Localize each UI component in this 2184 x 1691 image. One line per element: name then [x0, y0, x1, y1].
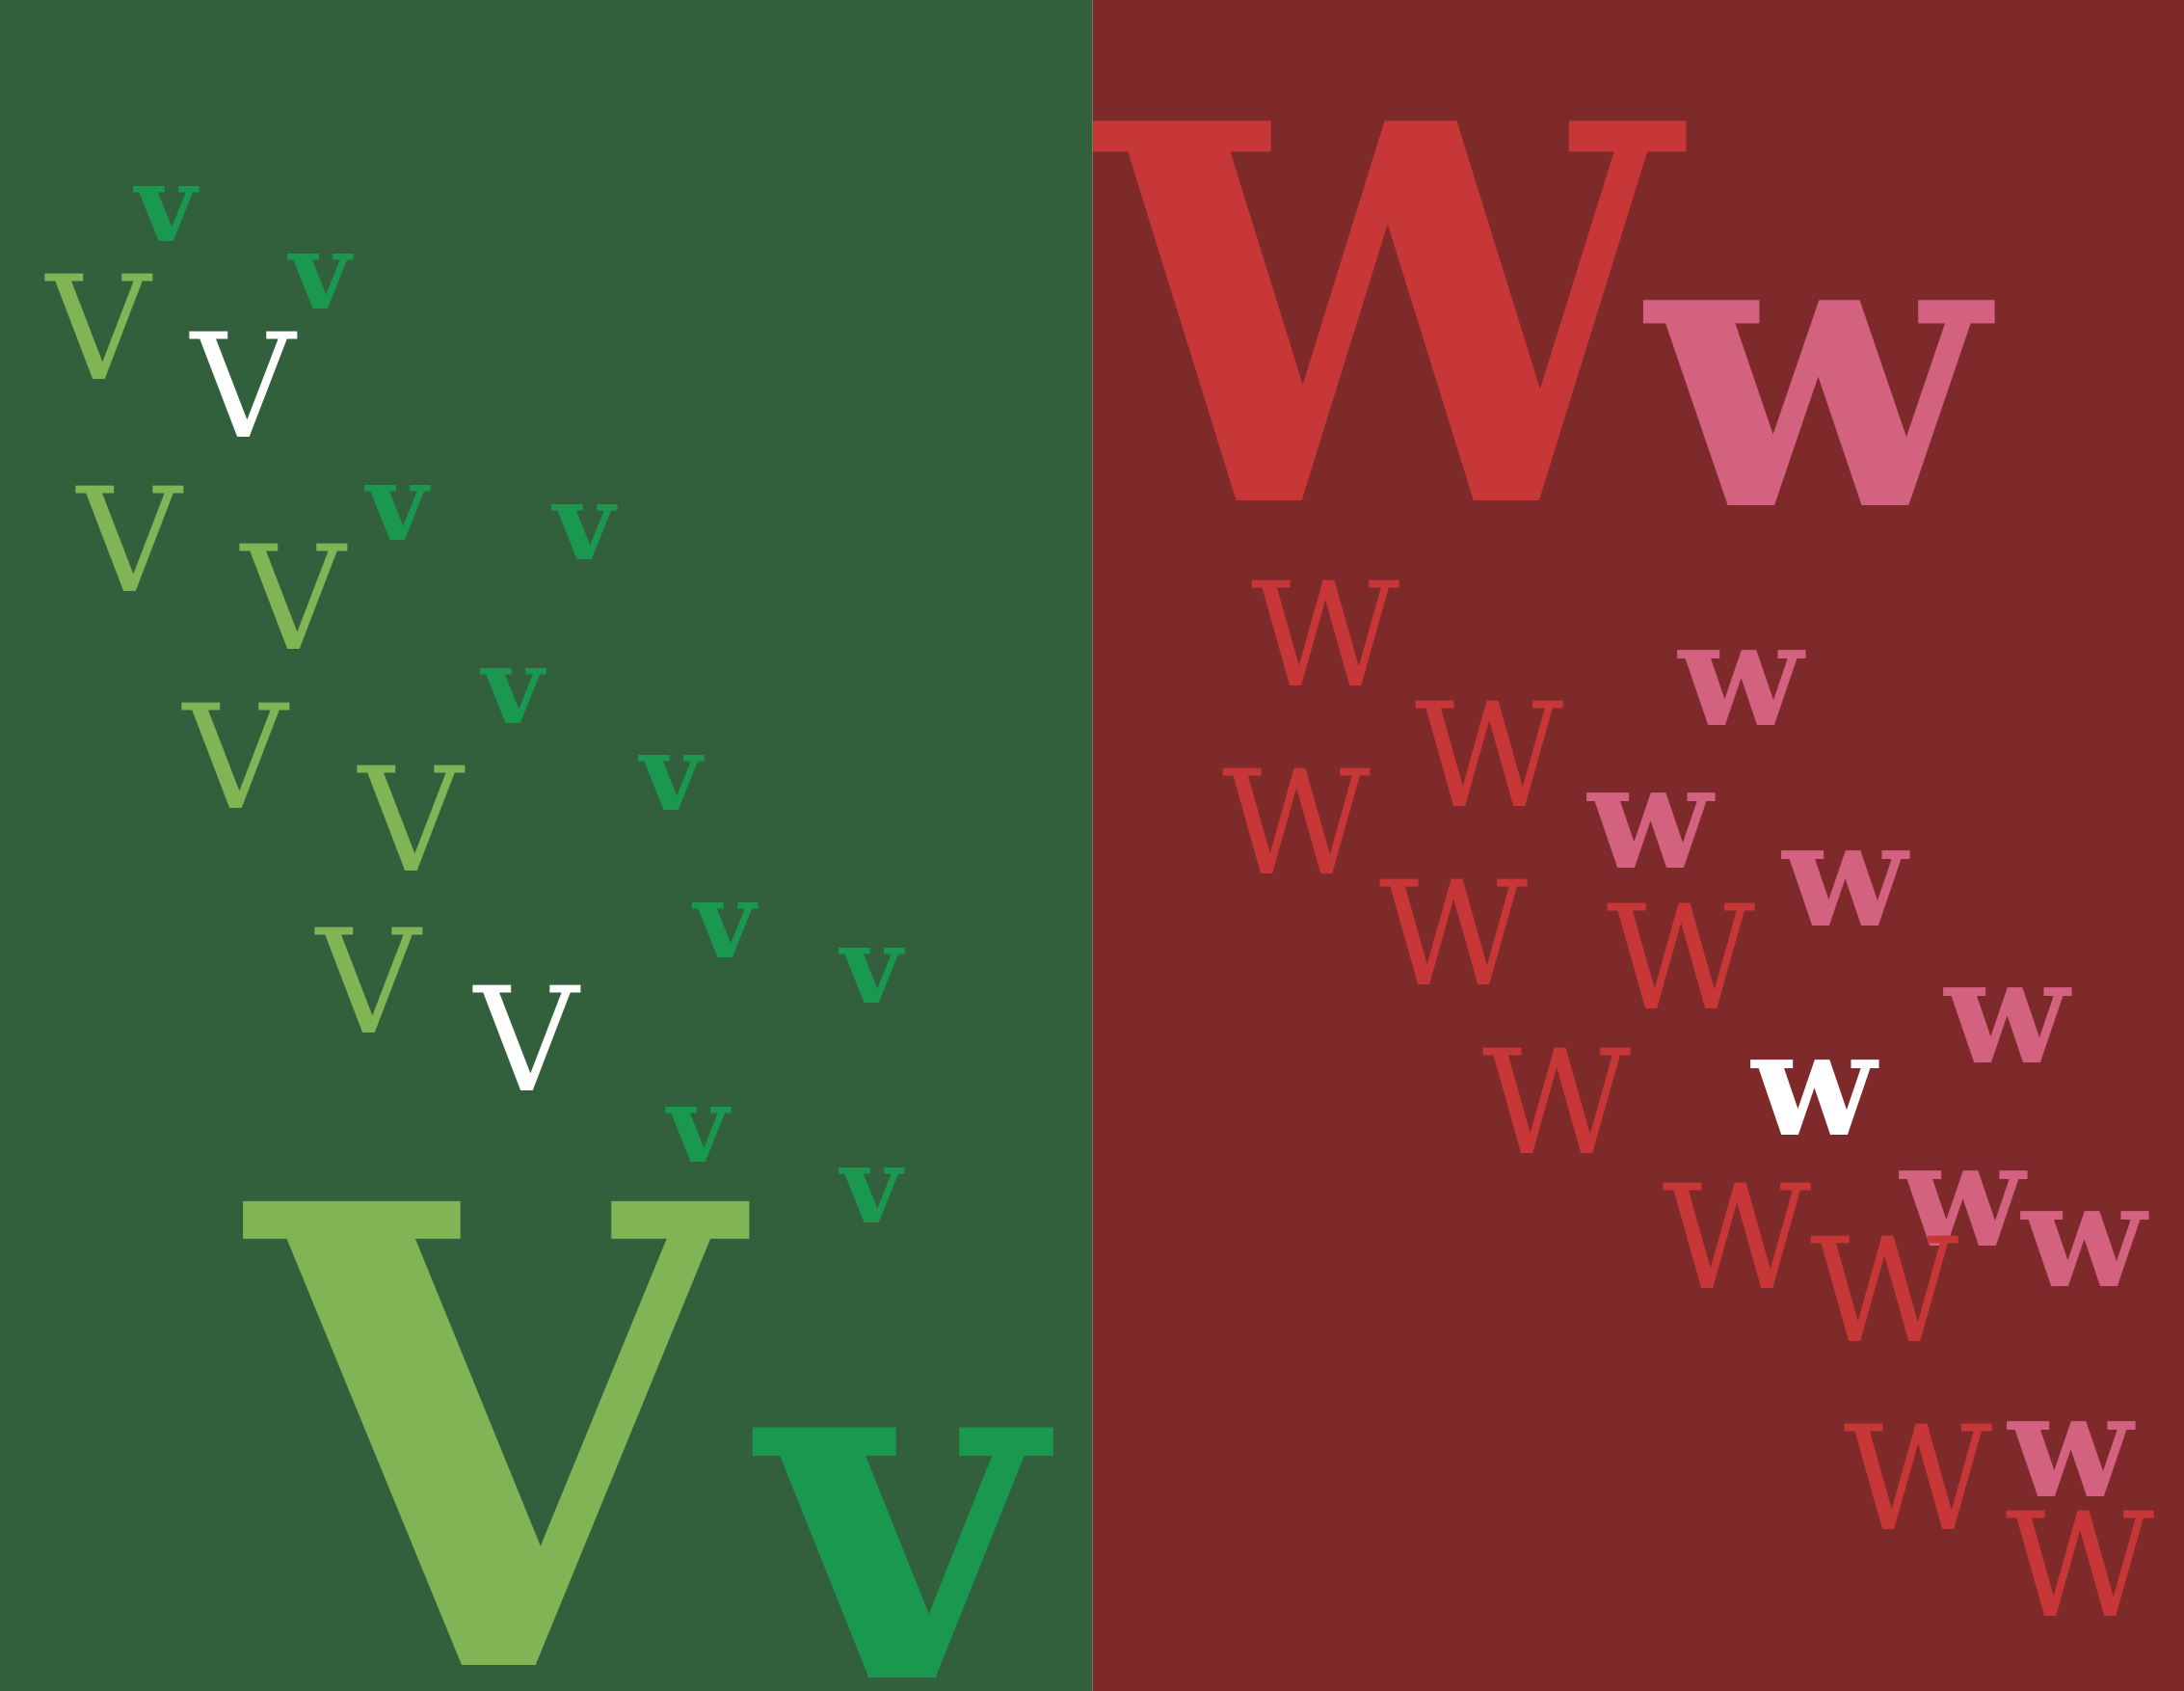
panel-divider: [1092, 0, 1093, 1691]
w-letter-15: W: [1809, 1208, 1959, 1376]
v-letter-12: v: [640, 711, 702, 835]
v-letter-18: v: [840, 1123, 902, 1248]
v-letter-9: v: [482, 624, 544, 748]
big-uppercase-w: W: [1095, 13, 1681, 624]
w-letter-16: w: [2008, 1361, 2133, 1531]
v-letter-14: v: [840, 903, 902, 1028]
w-letter-5: w: [1587, 733, 1713, 902]
w-letter-10: w: [1751, 1000, 1877, 1169]
v-letter-13: v: [694, 858, 756, 982]
w-letter-17: W: [1843, 1396, 1993, 1564]
w-letter-4: W: [1221, 740, 1372, 908]
v-letter-4: V: [190, 304, 296, 471]
v-letter-8: V: [240, 516, 346, 684]
w-letter-11: W: [1481, 1020, 1632, 1188]
w-letter-9: w: [1944, 927, 2069, 1097]
v-letter-1: v: [135, 142, 197, 266]
v-letter-10: V: [182, 675, 288, 843]
w-letter-18: W: [2005, 1483, 2155, 1651]
w-letter-3: W: [1414, 673, 1564, 841]
w-letter-7: W: [1378, 851, 1529, 1019]
v-letter-15: V: [315, 899, 421, 1067]
w-letter-14: W: [1662, 1155, 1812, 1323]
big-lowercase-v: v: [760, 1225, 1042, 1691]
v-letter-3: V: [45, 246, 151, 414]
w-letter-6: w: [1782, 791, 1907, 960]
w-letter-1: W: [1250, 552, 1400, 720]
w-letter-8: W: [1606, 875, 1756, 1043]
big-lowercase-w: w: [1646, 134, 1987, 599]
v-letter-16: V: [473, 957, 579, 1125]
v-letter-11: V: [358, 738, 464, 905]
v-letter-5: V: [76, 458, 182, 626]
v-letter-7: v: [553, 460, 615, 584]
w-letter-13: w: [2021, 1151, 2146, 1321]
v-letter-2: v: [289, 209, 351, 334]
v-letter-6: v: [366, 441, 428, 565]
v-letter-17: v: [667, 1062, 729, 1187]
w-letter-2: w: [1678, 590, 1803, 760]
w-letter-12: w: [1900, 1111, 2025, 1280]
big-uppercase-v: V: [246, 1067, 741, 1691]
